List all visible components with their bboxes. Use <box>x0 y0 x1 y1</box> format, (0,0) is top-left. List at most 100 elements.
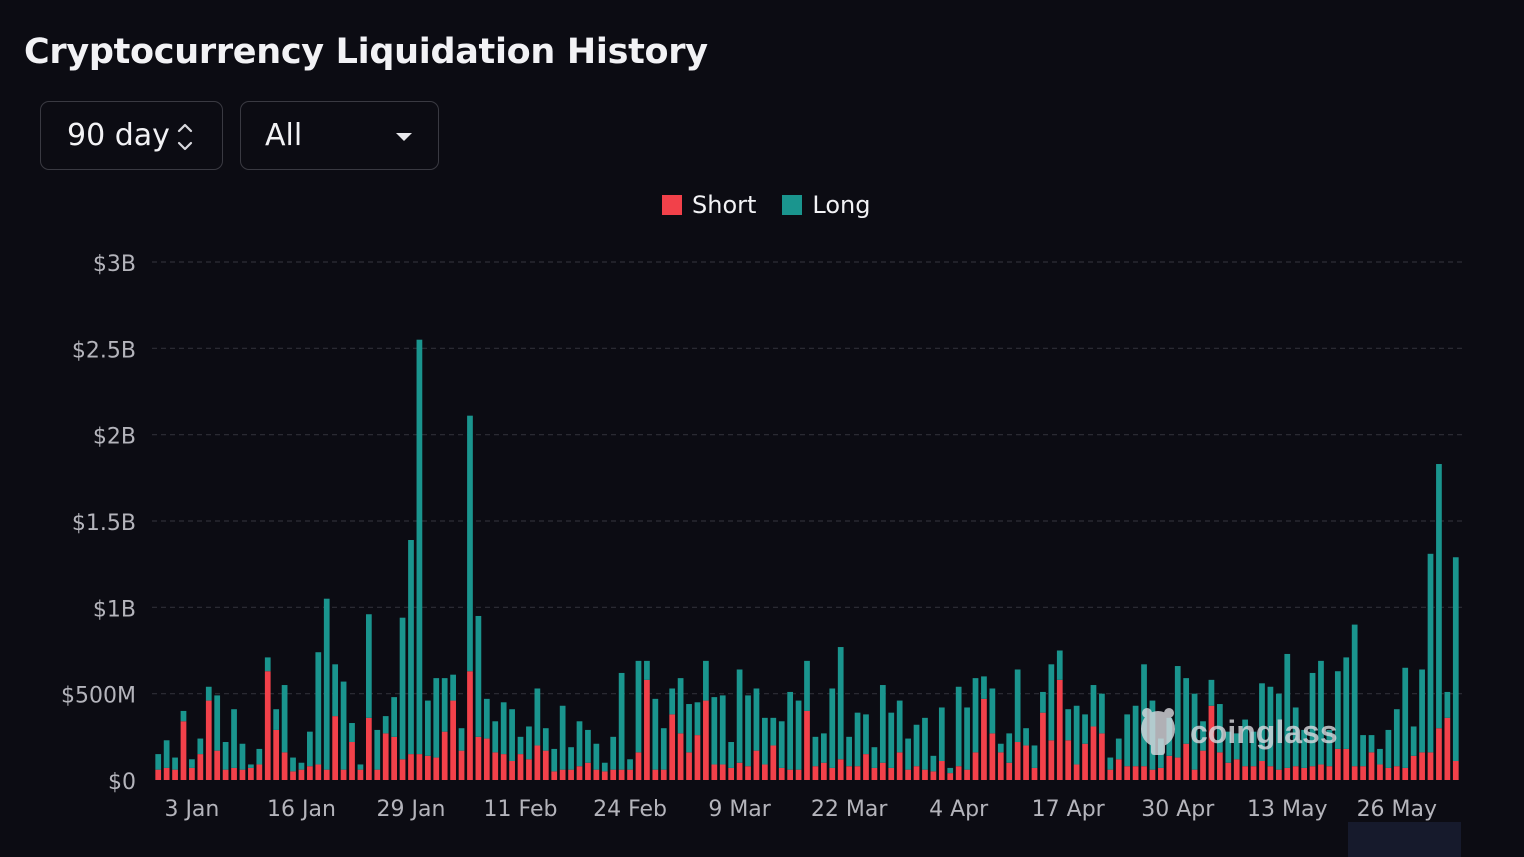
bar-short[interactable] <box>1436 728 1442 780</box>
bar-long[interactable] <box>1292 707 1299 767</box>
bar-short[interactable] <box>1166 755 1173 780</box>
bar-short[interactable] <box>382 733 389 780</box>
bar-short[interactable] <box>408 754 414 780</box>
bar-short[interactable] <box>1452 761 1459 780</box>
bar-short[interactable] <box>424 755 431 780</box>
bar-long[interactable] <box>601 762 608 772</box>
bar-long[interactable] <box>273 709 280 730</box>
bar-long[interactable] <box>256 748 263 765</box>
bar-long[interactable] <box>888 712 895 768</box>
bar-long[interactable] <box>248 764 254 768</box>
bar-long[interactable] <box>947 767 954 774</box>
bar-short[interactable] <box>1393 766 1400 780</box>
bar-long[interactable] <box>382 716 389 734</box>
bar-long[interactable] <box>391 697 398 737</box>
bar-long[interactable] <box>1073 705 1080 765</box>
bar-long[interactable] <box>332 664 339 717</box>
bar-short[interactable] <box>264 671 271 780</box>
bar-long[interactable] <box>778 721 785 768</box>
bar-short[interactable] <box>1082 743 1088 780</box>
bar-long[interactable] <box>1124 714 1131 767</box>
bar-long[interactable] <box>180 710 187 722</box>
bar-long[interactable] <box>551 748 558 772</box>
bar-short[interactable] <box>1309 766 1316 780</box>
bar-short[interactable] <box>1410 755 1417 780</box>
bar-long[interactable] <box>1233 733 1240 760</box>
bar-short[interactable] <box>450 700 456 780</box>
bar-short[interactable] <box>1107 769 1114 780</box>
bar-short[interactable] <box>652 769 659 780</box>
bar-short[interactable] <box>315 764 322 780</box>
bar-short[interactable] <box>846 766 852 780</box>
bar-short[interactable] <box>703 700 709 780</box>
bar-long[interactable] <box>753 688 760 751</box>
bar-short[interactable] <box>854 766 861 780</box>
bar-long[interactable] <box>416 339 423 755</box>
bar-short[interactable] <box>500 754 507 780</box>
bar-short[interactable] <box>374 769 381 780</box>
bar-long[interactable] <box>1444 691 1451 718</box>
bar-short[interactable] <box>551 771 558 780</box>
bar-short[interactable] <box>349 742 355 780</box>
bar-short[interactable] <box>1351 766 1358 780</box>
bar-short[interactable] <box>163 767 170 780</box>
bar-long[interactable] <box>997 743 1004 753</box>
bar-short[interactable] <box>1031 767 1038 780</box>
bar-short[interactable] <box>627 769 633 780</box>
bar-long[interactable] <box>155 754 162 770</box>
bar-short[interactable] <box>736 762 743 780</box>
bar-short[interactable] <box>812 766 819 780</box>
bar-long[interactable] <box>1099 693 1105 734</box>
bar-long[interactable] <box>290 757 296 772</box>
legend-item-short[interactable]: Short <box>662 191 756 219</box>
bar-short[interactable] <box>1073 764 1080 780</box>
bar-short[interactable] <box>542 750 549 780</box>
bar-long[interactable] <box>492 721 499 753</box>
bar-long[interactable] <box>610 736 617 770</box>
bar-short[interactable] <box>1006 762 1013 780</box>
bar-short[interactable] <box>1444 717 1451 780</box>
bar-short[interactable] <box>795 769 802 780</box>
bar-short[interactable] <box>989 733 996 780</box>
bar-short[interactable] <box>1242 766 1249 780</box>
bar-short[interactable] <box>686 752 692 780</box>
bar-short[interactable] <box>829 767 836 780</box>
bar-short[interactable] <box>635 752 642 780</box>
bar-long[interactable] <box>762 717 768 765</box>
bar-long[interactable] <box>441 678 448 732</box>
bar-short[interactable] <box>879 762 886 780</box>
bar-long[interactable] <box>1343 657 1350 749</box>
bar-short[interactable] <box>1377 764 1383 780</box>
bar-long[interactable] <box>1031 745 1038 768</box>
bar-short[interactable] <box>753 750 760 780</box>
bar-short[interactable] <box>1402 767 1409 780</box>
bar-short[interactable] <box>509 761 515 780</box>
bar-long[interactable] <box>467 415 473 672</box>
bar-long[interactable] <box>770 717 777 746</box>
bar-short[interactable] <box>492 752 499 780</box>
bar-long[interactable] <box>1082 714 1088 744</box>
bar-long[interactable] <box>1385 729 1392 768</box>
bar-long[interactable] <box>1301 729 1307 768</box>
bar-long[interactable] <box>509 709 515 762</box>
bar-short[interactable] <box>1225 762 1232 780</box>
bar-long[interactable] <box>1284 653 1291 768</box>
bar-long[interactable] <box>1183 678 1190 744</box>
bar-short[interactable] <box>1301 767 1307 780</box>
bar-short[interactable] <box>180 721 187 780</box>
bar-short[interactable] <box>913 766 920 780</box>
bar-short[interactable] <box>197 754 204 780</box>
bar-short[interactable] <box>660 769 667 780</box>
bar-short[interactable] <box>905 769 911 780</box>
bar-long[interactable] <box>222 742 229 770</box>
bar-short[interactable] <box>837 759 844 780</box>
bar-long[interactable] <box>644 660 650 680</box>
bar-short[interactable] <box>273 729 280 780</box>
bar-short[interactable] <box>762 764 768 780</box>
bar-short[interactable] <box>1056 679 1063 780</box>
bar-long[interactable] <box>1427 553 1434 753</box>
bar-long[interactable] <box>1040 691 1046 713</box>
bar-long[interactable] <box>315 652 322 765</box>
bar-short[interactable] <box>1090 726 1097 780</box>
bar-long[interactable] <box>1191 693 1198 770</box>
